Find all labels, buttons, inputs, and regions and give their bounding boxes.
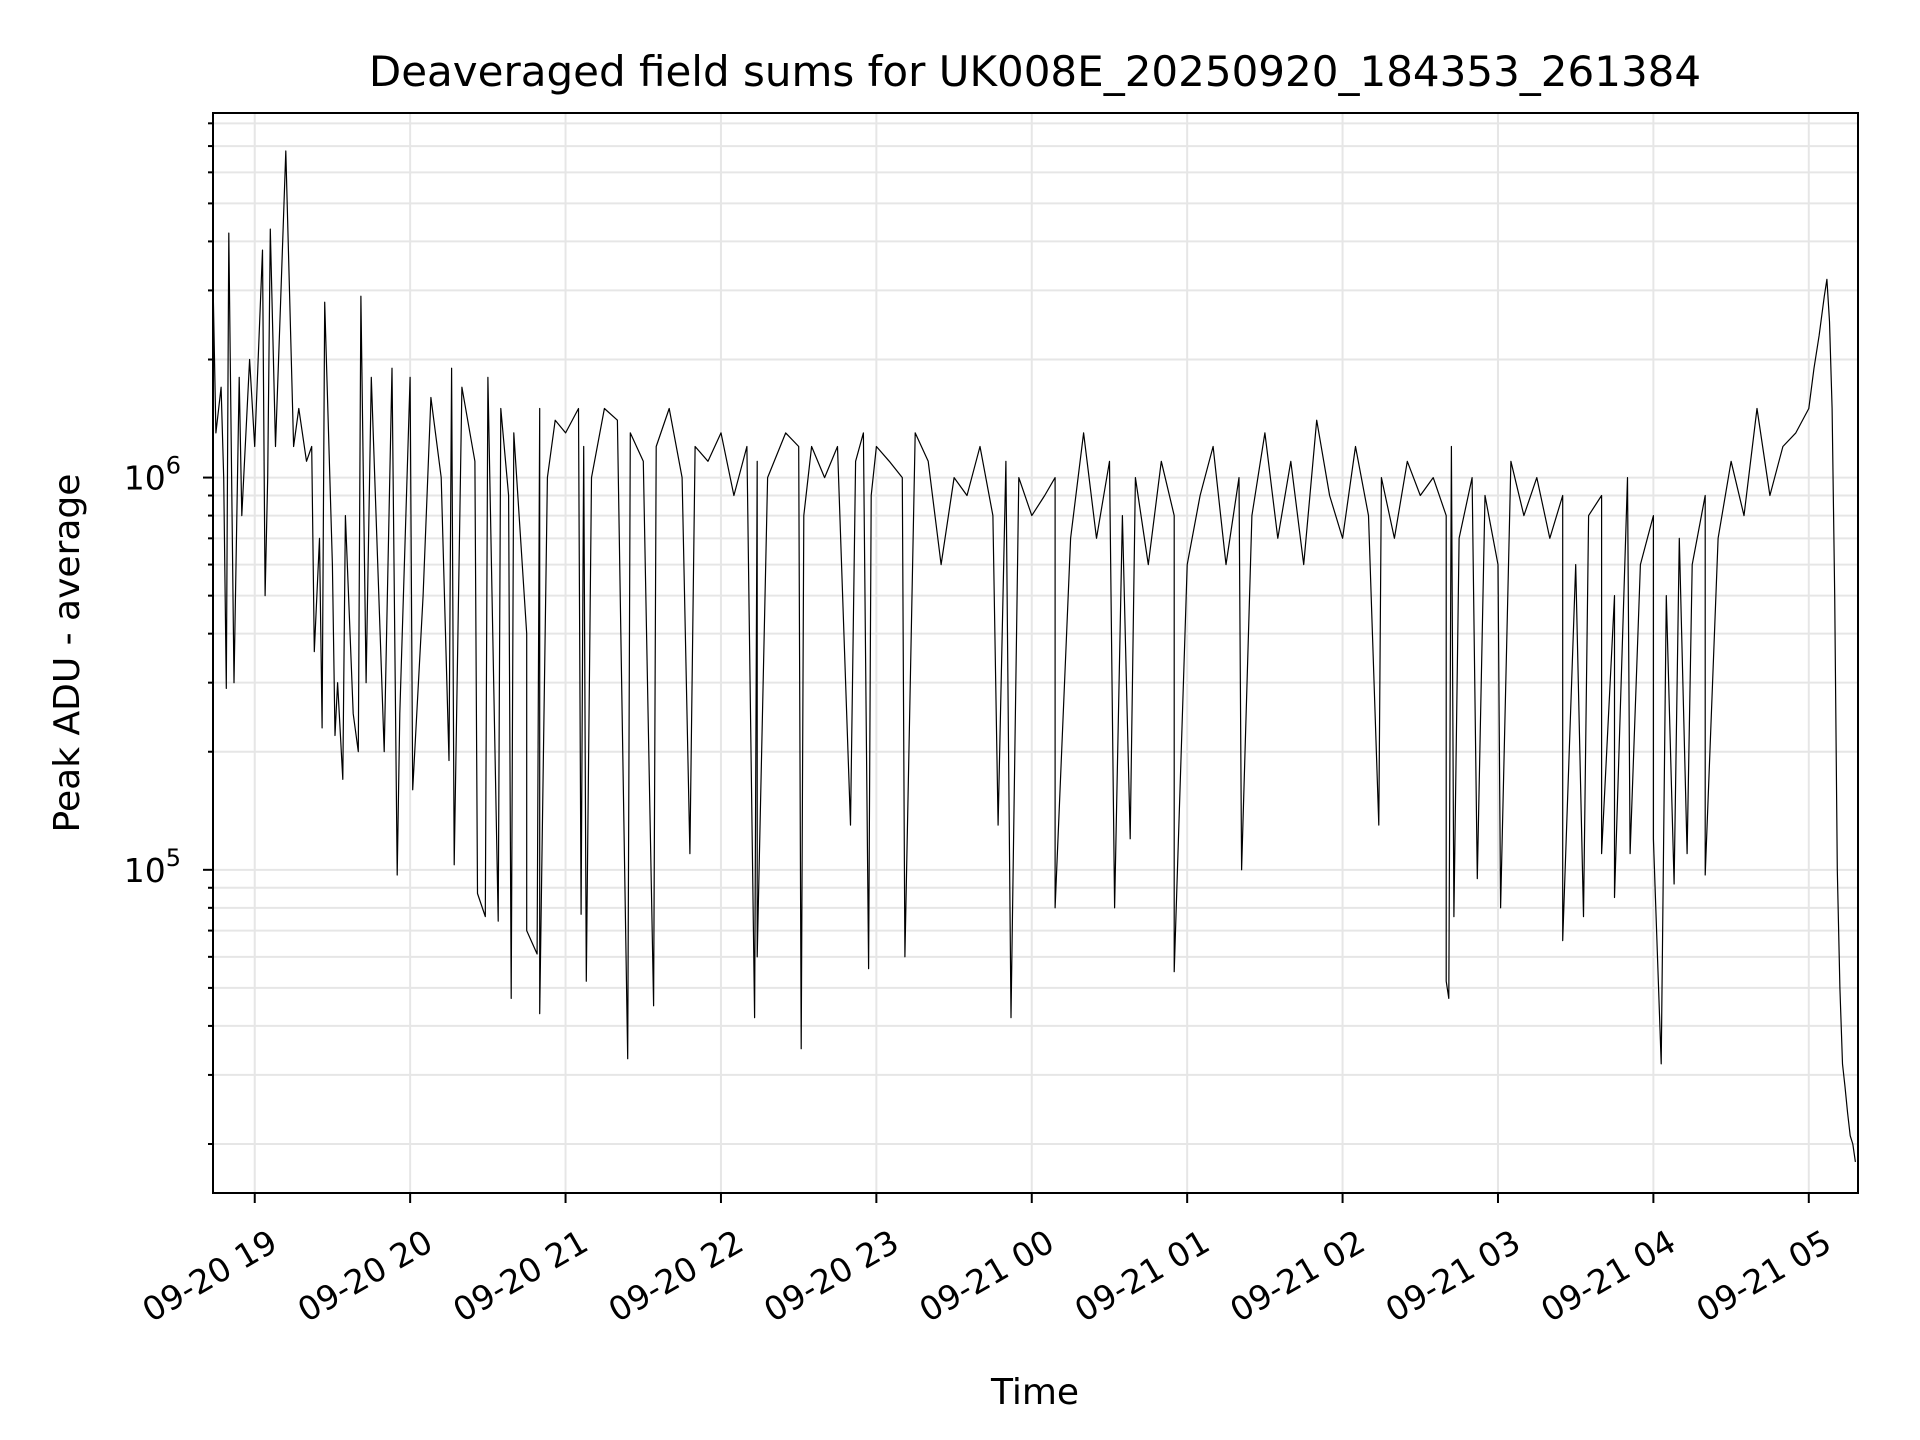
y-tick-base: 10 (124, 851, 166, 890)
series-layer (212, 150, 1856, 1162)
y-tick-base: 10 (124, 459, 166, 498)
y-axis-label: Peak ADU - average (47, 474, 88, 833)
y-tick-label: 106 (124, 452, 181, 498)
x-axis-label: Time (990, 1372, 1079, 1413)
chart-title: Deaveraged field sums for UK008E_2025092… (369, 47, 1701, 96)
y-tick-label: 105 (124, 844, 181, 890)
y-tick-exponent: 5 (166, 844, 181, 872)
series-line (212, 150, 1856, 1162)
y-tick-exponent: 6 (166, 452, 181, 480)
plot-frame (212, 112, 1859, 1194)
